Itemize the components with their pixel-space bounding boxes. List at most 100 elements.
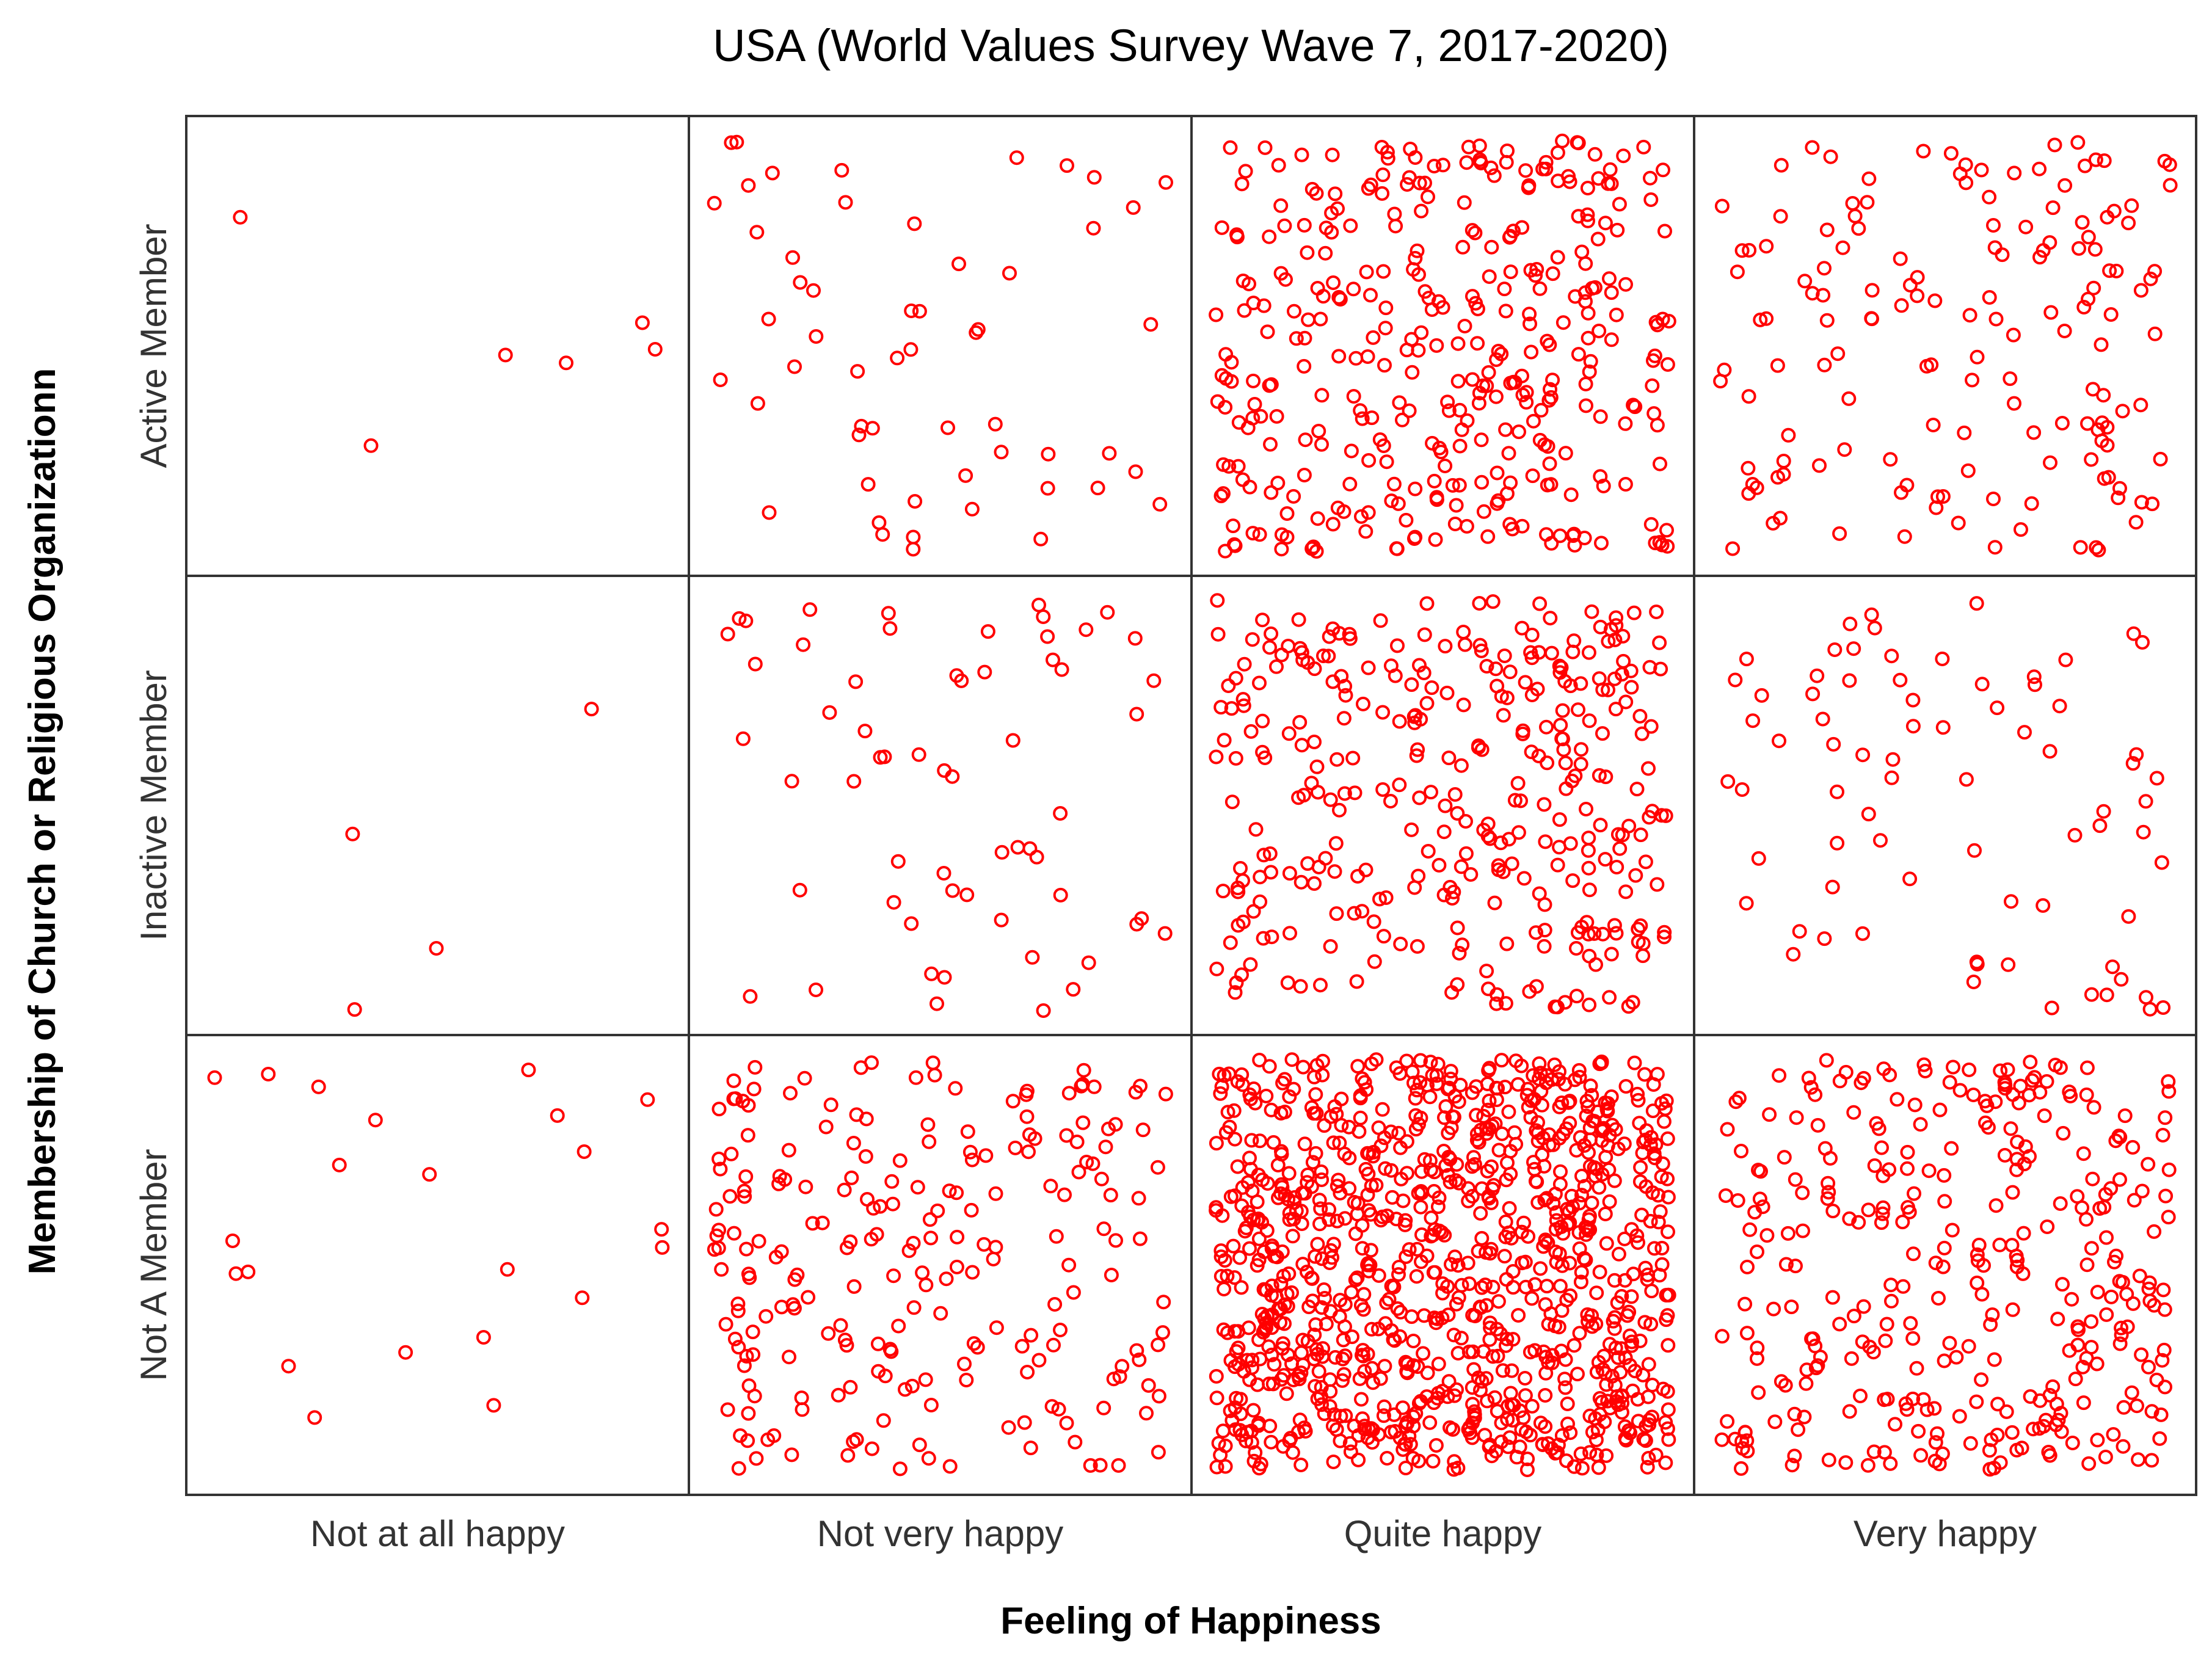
point-not-a-member-quite-happy [1353,1091,1368,1106]
point-not-a-member-quite-happy [1420,1078,1435,1093]
point-not-a-member-quite-happy [1647,1241,1662,1256]
point-active-member-very-happy [2070,135,2086,150]
point-not-a-member-quite-happy [1310,1237,1325,1252]
point-not-a-member-quite-happy [1555,1258,1570,1273]
point-inactive-member-not-very-happy [1129,917,1144,932]
point-not-a-member-very-happy [1777,1150,1792,1165]
point-active-member-not-very-happy [906,542,921,557]
point-active-member-quite-happy [1325,517,1341,532]
point-active-member-very-happy [1841,391,1857,406]
point-inactive-member-quite-happy [1479,659,1494,674]
point-active-member-very-happy [1893,251,1908,266]
point-not-a-member-very-happy [2114,1320,2129,1335]
point-not-a-member-very-happy [1846,1309,1861,1324]
point-inactive-member-very-happy [1842,673,1857,688]
point-not-a-member-quite-happy [1414,1254,1428,1270]
cell-not-a-member-not-at-all-happy [185,1034,690,1496]
point-not-a-member-quite-happy [1640,1459,1655,1475]
point-active-member-not-very-happy [1152,496,1168,512]
point-inactive-member-quite-happy [1313,978,1328,993]
point-inactive-member-quite-happy [1209,749,1224,765]
point-not-a-member-very-happy [1861,1202,1876,1218]
point-inactive-member-quite-happy [1626,605,1642,620]
point-not-a-member-quite-happy [1298,1423,1313,1439]
point-active-member-quite-happy [1399,343,1414,358]
x-tick-quite-happy: Quite happy [1344,1513,1542,1554]
point-not-a-member-not-very-happy [731,1461,746,1476]
point-active-member-quite-happy [1581,305,1596,321]
point-not-a-member-quite-happy [1642,1412,1657,1428]
point-not-a-member-very-happy [1952,1083,1968,1098]
point-not-a-member-not-very-happy [960,1124,975,1139]
point-active-member-very-happy [2043,455,2057,470]
point-inactive-member-very-happy [2017,725,2032,740]
point-not-a-member-quite-happy [1573,1446,1588,1461]
point-not-a-member-quite-happy [1314,1251,1330,1266]
point-active-member-quite-happy [1378,300,1394,316]
point-active-member-not-very-happy [1040,481,1055,496]
point-not-a-member-not-very-happy [1020,1365,1035,1379]
point-not-a-member-not-very-happy [1093,1458,1108,1473]
point-inactive-member-quite-happy [1629,782,1645,797]
point-not-a-member-very-happy [1720,1414,1735,1429]
point-not-a-member-very-happy [1883,1277,1899,1293]
point-not-a-member-not-very-happy [774,1299,789,1315]
point-not-a-member-quite-happy [1287,1195,1302,1210]
point-active-member-quite-happy [1310,511,1325,526]
point-active-member-not-very-happy [809,329,824,344]
point-not-a-member-very-happy [2032,1085,2048,1100]
point-not-a-member-quite-happy [1572,1326,1587,1341]
point-active-member-very-happy [1861,171,1877,186]
point-inactive-member-quite-happy [1515,620,1530,636]
point-not-a-member-very-happy [1913,1117,1928,1132]
point-not-a-member-quite-happy [1651,1215,1666,1230]
point-not-a-member-quite-happy [1537,1193,1552,1208]
point-not-a-member-quite-happy [1416,1346,1431,1361]
point-inactive-member-very-happy [1905,719,1921,734]
point-inactive-member-quite-happy [1366,914,1381,929]
point-not-a-member-very-happy [1730,1193,1745,1208]
point-not-a-member-quite-happy [1638,1260,1653,1276]
point-active-member-quite-happy [1455,239,1471,255]
point-active-member-not-very-happy [713,372,728,387]
point-active-member-very-happy [2057,324,2072,338]
point-not-a-member-very-happy [2090,1285,2105,1299]
point-active-member-quite-happy [1403,142,1418,156]
point-not-a-member-not-very-happy [746,1081,762,1097]
point-active-member-quite-happy [1659,523,1674,538]
point-not-a-member-quite-happy [1252,1053,1267,1067]
point-not-a-member-quite-happy [1570,1367,1585,1382]
point-inactive-member-quite-happy [1463,867,1479,882]
point-not-a-member-not-very-happy [846,1279,862,1294]
point-not-a-member-very-happy [1935,1259,1951,1274]
point-active-member-very-happy [1957,425,1972,440]
point-inactive-member-not-very-happy [809,983,823,997]
point-not-a-member-quite-happy [1658,1455,1673,1470]
point-not-a-member-not-very-happy [864,1232,879,1247]
point-not-a-member-quite-happy [1230,1159,1245,1174]
point-inactive-member-quite-happy [1453,859,1469,874]
y-tick-active-member: Active Member [133,223,174,468]
point-not-a-member-quite-happy [1240,1175,1256,1190]
cell-not-a-member-very-happy [1693,1034,2197,1496]
point-not-a-member-very-happy [1787,1406,1802,1422]
point-active-member-quite-happy [1587,147,1603,162]
point-inactive-member-quite-happy [1552,658,1567,674]
point-not-a-member-quite-happy [1482,1332,1497,1347]
point-not-a-member-quite-happy [1464,1189,1480,1204]
point-not-a-member-not-at-all-happy [368,1113,383,1128]
point-active-member-very-happy [1832,526,1847,541]
point-inactive-member-quite-happy [1407,715,1422,730]
point-not-a-member-quite-happy [1617,1136,1632,1152]
point-not-a-member-not-very-happy [970,1340,985,1355]
point-active-member-quite-happy [1593,409,1608,424]
point-not-a-member-quite-happy [1487,1390,1502,1405]
point-active-member-very-happy [2057,178,2073,193]
point-inactive-member-quite-happy [1336,711,1352,726]
point-not-a-member-quite-happy [1562,1116,1577,1131]
point-not-a-member-quite-happy [1355,1411,1370,1426]
point-active-member-very-happy [2103,307,2119,322]
point-inactive-member-quite-happy [1262,846,1278,861]
point-not-a-member-quite-happy [1451,1290,1466,1305]
